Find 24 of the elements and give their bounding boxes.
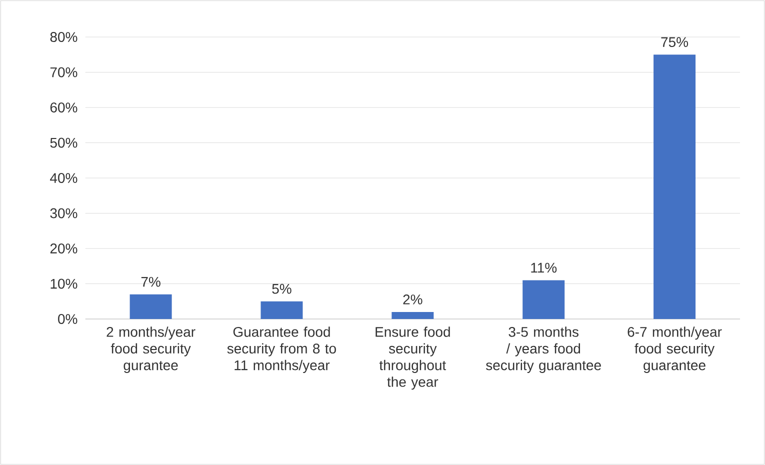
bar: [392, 312, 434, 319]
data-label: 11%: [531, 262, 557, 273]
x-tick-label: 2 months/year food security gurantee: [106, 326, 196, 373]
y-tick-label: 60%: [50, 102, 78, 112]
data-label: 5%: [272, 284, 292, 294]
x-tick-label: Guarantee food security from 8 to 11 months/year: [227, 326, 336, 373]
y-tick-label: 40%: [50, 173, 78, 183]
data-label: 75%: [661, 37, 688, 48]
bar: [522, 280, 565, 319]
data-label: 7%: [141, 276, 160, 287]
y-tick-label: 10%: [50, 278, 78, 289]
y-tick-label: 80%: [50, 32, 78, 42]
y-tick-label: 30%: [50, 208, 78, 218]
y-tick-label: 50%: [50, 138, 78, 148]
x-tick-label: Ensure food security throughout the year: [376, 326, 450, 390]
y-tick-label: 70%: [50, 67, 78, 78]
y-tick-label: 20%: [50, 244, 78, 254]
bar: [260, 301, 303, 319]
y-tick-label: 0%: [58, 314, 78, 324]
bar: [654, 54, 696, 319]
x-tick-label: 3-5 months / years food security guarantee: [486, 326, 601, 373]
data-label: 2%: [403, 294, 422, 304]
x-tick-label: 6-7 month/year food security guarantee: [628, 326, 722, 373]
bar: [130, 294, 172, 319]
